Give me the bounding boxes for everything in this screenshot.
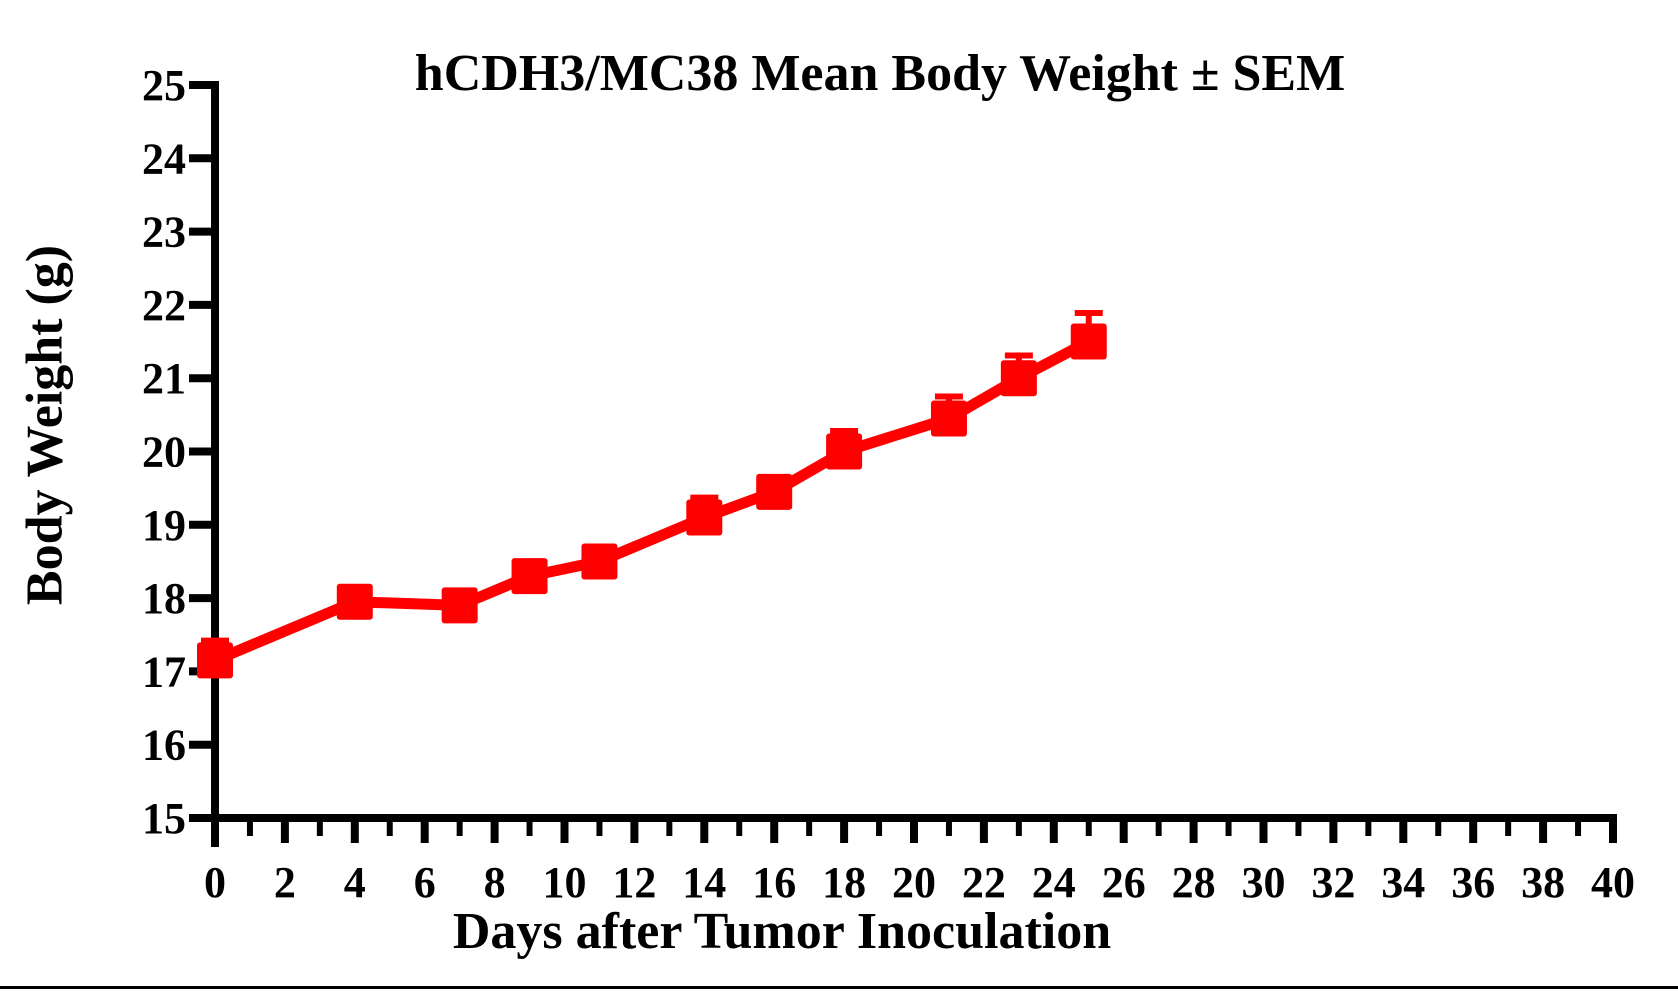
x-tick-label: 0 <box>204 858 226 907</box>
x-tick-label: 30 <box>1242 858 1286 907</box>
data-point-marker <box>197 642 233 679</box>
data-point-marker <box>1000 360 1037 397</box>
data-point-marker <box>581 543 618 580</box>
y-tick-label: 20 <box>142 428 186 477</box>
y-tick-label: 21 <box>142 354 186 403</box>
x-tick-label: 4 <box>344 858 366 907</box>
bottom-border-line <box>0 986 1678 989</box>
y-tick-label: 16 <box>142 721 186 770</box>
x-tick-label: 16 <box>752 858 796 907</box>
data-point-marker <box>686 499 723 536</box>
data-point-marker <box>826 433 863 470</box>
data-point-marker <box>511 558 548 595</box>
x-tick-label: 34 <box>1381 858 1425 907</box>
y-tick-label: 15 <box>142 794 186 843</box>
y-tick-label: 19 <box>142 501 186 550</box>
y-tick-label: 18 <box>142 574 186 623</box>
x-tick-label: 14 <box>682 858 726 907</box>
x-tick-label: 6 <box>414 858 436 907</box>
x-tick-label: 32 <box>1311 858 1355 907</box>
x-tick-label: 20 <box>892 858 936 907</box>
x-tick-label: 38 <box>1521 858 1565 907</box>
y-tick-label: 24 <box>142 134 186 183</box>
y-tick-label: 17 <box>142 647 186 696</box>
x-tick-label: 18 <box>822 858 866 907</box>
x-tick-label: 36 <box>1451 858 1495 907</box>
y-tick-label: 23 <box>142 208 186 257</box>
x-tick-label: 28 <box>1172 858 1216 907</box>
x-tick-label: 40 <box>1591 858 1635 907</box>
chart-title: hCDH3/MC38 Mean Body Weight ± SEM <box>414 45 1346 102</box>
x-tick-label: 24 <box>1032 858 1076 907</box>
x-tick-label: 2 <box>274 858 296 907</box>
y-tick-label: 22 <box>142 281 186 330</box>
x-tick-label: 10 <box>543 858 587 907</box>
x-tick-label: 12 <box>612 858 656 907</box>
y-tick-label: 25 <box>142 61 186 110</box>
data-point-marker <box>930 400 967 437</box>
x-axis-title: Days after Tumor Inoculation <box>452 903 1112 960</box>
x-tick-label: 8 <box>484 858 506 907</box>
data-point-marker <box>336 583 373 620</box>
x-tick-label: 22 <box>962 858 1006 907</box>
data-point-marker <box>1070 323 1107 360</box>
x-tick-label: 26 <box>1102 858 1146 907</box>
data-point-marker <box>756 473 793 510</box>
data-point-marker <box>441 587 478 624</box>
